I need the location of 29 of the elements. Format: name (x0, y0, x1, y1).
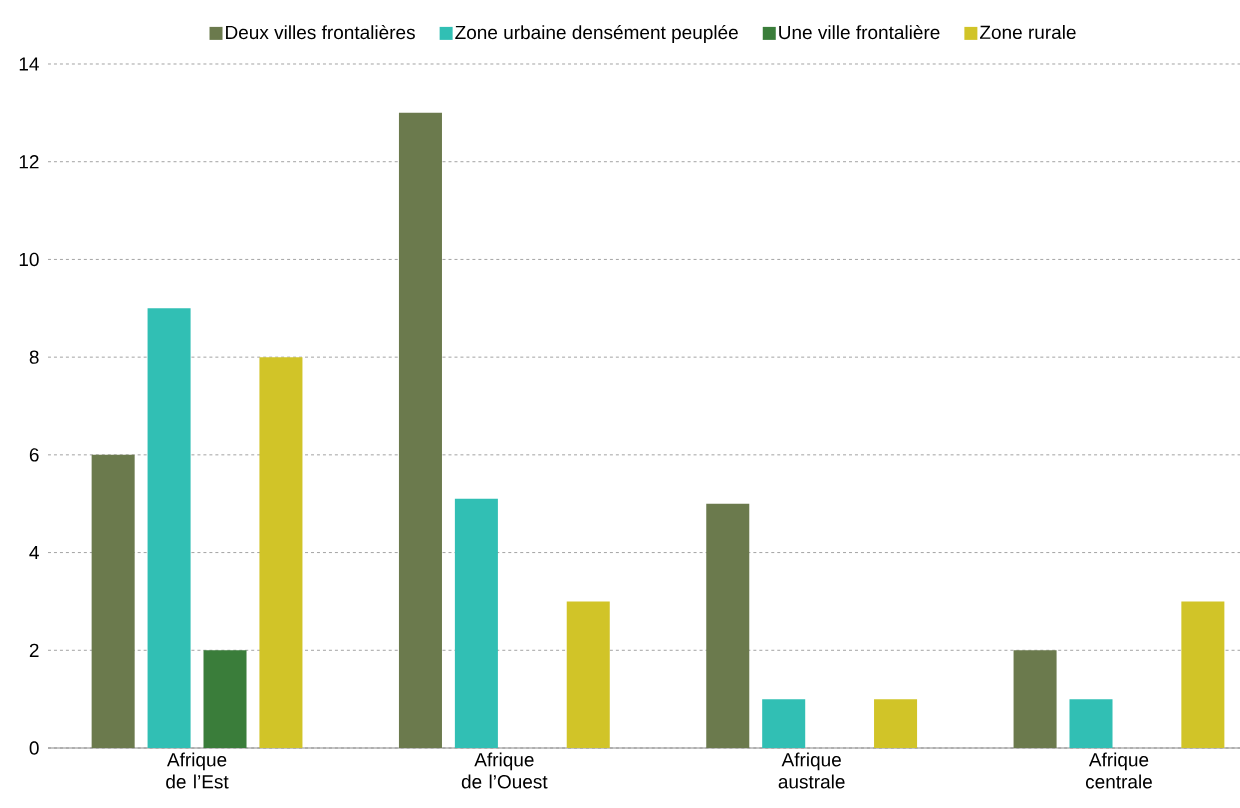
bar (1069, 699, 1113, 748)
y-tick-label: 12 (19, 155, 39, 169)
bar (259, 357, 303, 748)
x-tick-label: Afrique australe (778, 752, 845, 789)
y-tick-label: 10 (19, 252, 39, 267)
bar (147, 308, 191, 748)
legend-label: Zone rurale (979, 25, 1076, 40)
bar (398, 112, 442, 748)
bar (454, 498, 498, 748)
x-tick-label: Afrique centrale (1085, 752, 1152, 789)
bar (203, 650, 247, 748)
bar (874, 699, 918, 748)
bar (1013, 650, 1057, 748)
legend-label: Une ville frontalière (779, 24, 940, 40)
y-tick-label: 6 (29, 448, 39, 462)
bar (706, 503, 750, 748)
y-tick-label: 2 (29, 643, 39, 657)
x-tick-label: Afrique de l’Est (166, 752, 229, 789)
bar (566, 601, 610, 748)
y-tick-label: 4 (29, 546, 39, 560)
bar (1181, 601, 1225, 748)
y-tick-label: 0 (29, 741, 39, 755)
legend-label: Deux villes frontalières (226, 24, 415, 40)
legend-label: Zone urbaine densément peuplée (455, 24, 738, 43)
x-tick-label: Afrique de l’Ouest (461, 752, 548, 789)
bar (762, 699, 806, 748)
y-tick-label: 8 (29, 350, 39, 364)
y-tick-label: 14 (19, 57, 39, 71)
bar (91, 454, 135, 748)
